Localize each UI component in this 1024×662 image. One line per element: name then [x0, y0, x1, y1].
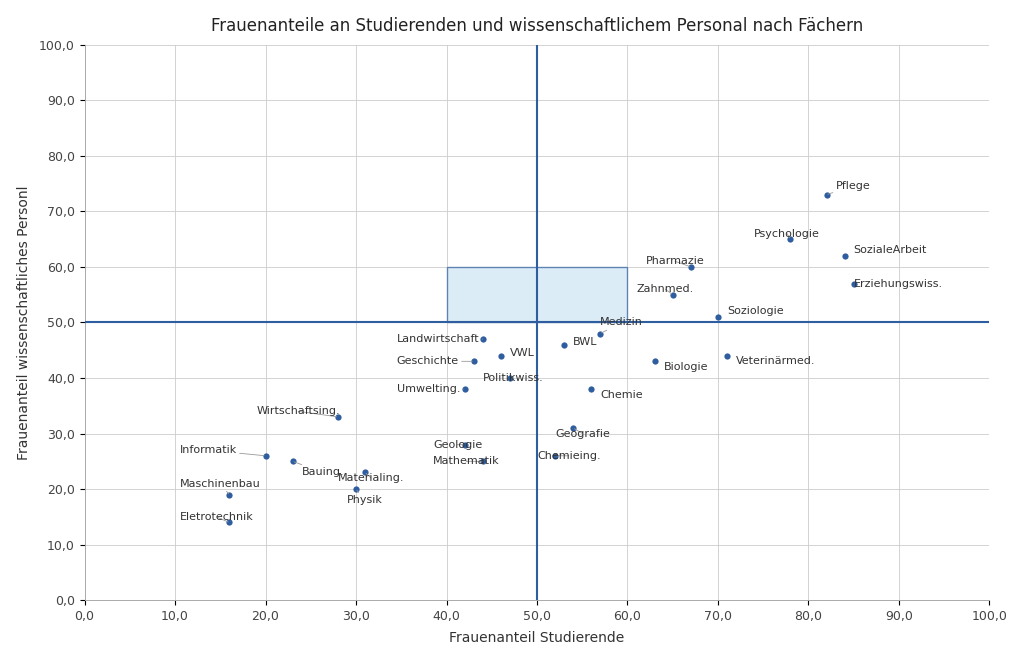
Text: Chemieing.: Chemieing.	[537, 451, 601, 461]
Bar	[446, 267, 628, 322]
Text: Mathematik: Mathematik	[433, 456, 500, 466]
Text: Chemie: Chemie	[600, 390, 643, 400]
Text: Materialing.: Materialing.	[338, 473, 404, 483]
Text: Eletrotechnik: Eletrotechnik	[179, 512, 253, 522]
Text: SozialeArbeit: SozialeArbeit	[854, 245, 927, 255]
Text: Geografie: Geografie	[555, 428, 610, 438]
Text: Landwirtschaft: Landwirtschaft	[396, 334, 482, 344]
Text: Bauing.: Bauing.	[294, 462, 344, 477]
Text: Zahnmed.: Zahnmed.	[637, 284, 694, 294]
Text: Politikwiss.: Politikwiss.	[482, 373, 544, 383]
Text: Wirtschaftsing.: Wirtschaftsing.	[256, 406, 340, 416]
Text: Psychologie: Psychologie	[754, 228, 820, 238]
Text: Soziologie: Soziologie	[727, 307, 783, 316]
Text: Geologie: Geologie	[433, 440, 482, 449]
Text: Pflege: Pflege	[827, 181, 870, 194]
Text: Geschichte: Geschichte	[396, 356, 472, 366]
Text: Maschinenbau: Maschinenbau	[179, 479, 260, 494]
Text: Pharmazie: Pharmazie	[645, 256, 705, 266]
X-axis label: Frauenanteil Studierende: Frauenanteil Studierende	[450, 632, 625, 645]
Text: Informatik: Informatik	[179, 446, 264, 455]
Text: Umwelting.: Umwelting.	[396, 384, 463, 394]
Text: Erziehungswiss.: Erziehungswiss.	[854, 279, 943, 289]
Text: Physik: Physik	[347, 491, 383, 505]
Y-axis label: Frauenanteil wissenschaftliches Personl: Frauenanteil wissenschaftliches Personl	[16, 185, 31, 459]
Text: Biologie: Biologie	[664, 362, 709, 372]
Title: Frauenanteile an Studierenden und wissenschaftlichem Personal nach Fächern: Frauenanteile an Studierenden und wissen…	[211, 17, 863, 34]
Text: Veterinärmed.: Veterinärmed.	[736, 356, 815, 366]
Text: Medizin: Medizin	[600, 317, 643, 333]
Text: BWL: BWL	[573, 337, 598, 347]
Text: VWL: VWL	[510, 348, 535, 358]
